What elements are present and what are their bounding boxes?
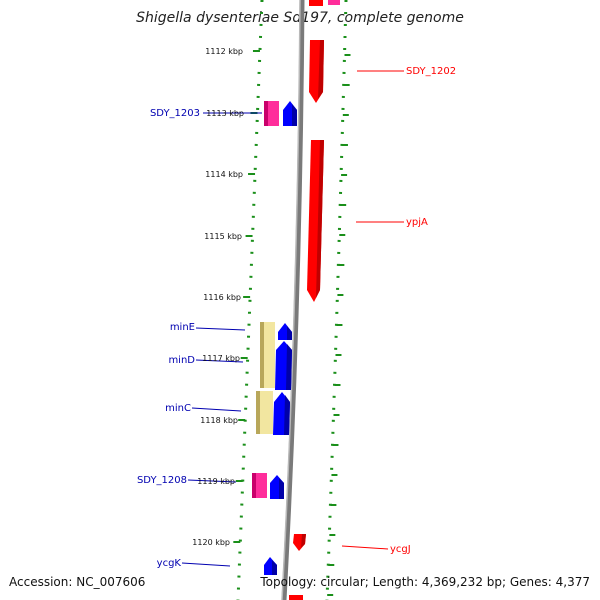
tick-label: 1116 kbp (203, 293, 241, 302)
tick-label: 1112 kbp (205, 47, 243, 56)
genome-summary-text: Topology: circular; Length: 4,369,232 bp… (260, 575, 590, 589)
tick-labels: 1112 kbp 1113 kbp 1114 kbp 1115 kbp 1116… (192, 47, 244, 547)
tick-label: 1115 kbp (204, 232, 242, 241)
gene-label-SDY_1203[interactable]: SDY_1203 (150, 108, 200, 119)
gene-label-ypjA[interactable]: ypjA (406, 217, 428, 228)
tick-label: 1117 kbp (202, 354, 240, 363)
tick-label: 1114 kbp (205, 170, 243, 179)
gene-labels: SDY_1202 ypjA ycgJ SDY_1203 minE minD mi… (137, 66, 456, 569)
bottom-partial-gene-red (289, 595, 303, 600)
gene-ycgK-arrow[interactable] (264, 557, 277, 575)
kbp-tick-marks (233, 50, 351, 596)
tick-label: 1119 kbp (197, 477, 235, 486)
gene-label-SDY_1208[interactable]: SDY_1208 (137, 475, 187, 486)
gene-SDY_1202-arrow[interactable] (309, 40, 324, 103)
gene-SDY_1203-arrow[interactable] (283, 101, 297, 126)
gene-minC-arrow[interactable] (273, 392, 290, 435)
gene-minD-arrow[interactable] (275, 341, 292, 390)
min-operon-highlight (256, 322, 275, 434)
gene-label-minC[interactable]: minC (165, 403, 191, 414)
label-leader-lines (181, 70, 404, 567)
top-partial-gene-red (309, 0, 323, 6)
tick-label: 1113 kbp (206, 109, 244, 118)
gene-SDY_1208-rna-block[interactable] (252, 473, 267, 498)
gene-minE-arrow[interactable] (278, 323, 292, 340)
gene-label-minE[interactable]: minE (170, 322, 195, 333)
genome-backbone (281, 0, 305, 600)
left-dotted-rail (236, 0, 264, 600)
gene-SDY_1208-arrow[interactable] (270, 475, 284, 499)
accession-text: Accession: NC_007606 (9, 575, 146, 589)
gene-ycgJ-arrow[interactable] (293, 534, 306, 551)
tick-label: 1120 kbp (192, 538, 230, 547)
gene-SDY_1203-rna-block[interactable] (264, 101, 279, 126)
gene-label-ycgK[interactable]: ycgK (157, 558, 182, 569)
gene-label-SDY_1202[interactable]: SDY_1202 (406, 66, 456, 77)
gene-label-minD[interactable]: minD (168, 355, 195, 366)
top-partial-gene-pink (328, 0, 340, 5)
right-dotted-rail (325, 0, 348, 600)
gene-label-ycgJ[interactable]: ycgJ (390, 544, 411, 555)
tick-label: 1118 kbp (200, 416, 238, 425)
gene-ypjA-arrow[interactable] (307, 140, 324, 302)
